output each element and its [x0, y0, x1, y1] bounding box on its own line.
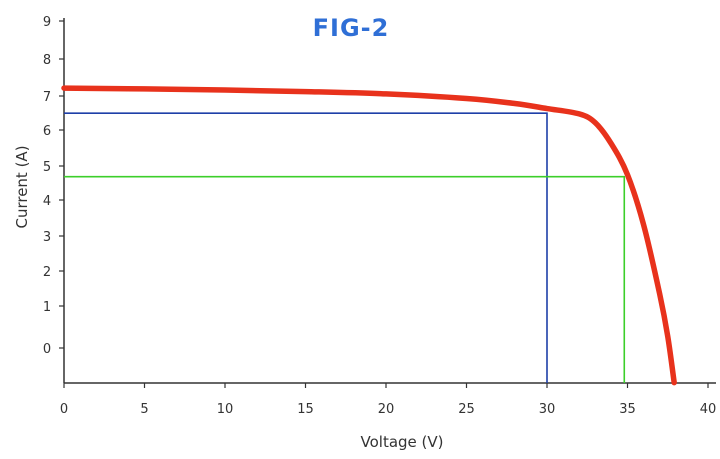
chart-title: FIG-2 — [313, 14, 390, 42]
y-tick-label: 8 — [43, 53, 51, 68]
x-axis-label: Voltage (V) — [361, 433, 444, 451]
y-tick-label: 4 — [43, 194, 51, 209]
y-tick-label: 7 — [43, 90, 51, 105]
x-tick-label: 20 — [378, 402, 395, 417]
x-tick-label: 15 — [297, 402, 314, 417]
iv-curve-line — [61, 85, 677, 386]
x-tick-label: 35 — [619, 402, 636, 417]
y-tick-label: 5 — [43, 160, 51, 175]
x-tick-label: 10 — [217, 402, 234, 417]
y-tick-label: 6 — [43, 124, 51, 139]
x-tick-label: 30 — [539, 402, 556, 417]
x-tick-label: 25 — [458, 402, 475, 417]
axes: 0 5 10 15 20 25 30 35 40 0 1 2 3 4 5 6 7 8 9 — [43, 15, 716, 417]
x-tick-label: 0 — [60, 402, 68, 417]
x-tick-label: 5 — [140, 402, 148, 417]
y-tick-label: 3 — [43, 230, 51, 245]
y-tick-label: 0 — [43, 342, 51, 357]
y-axis-label: Current (A) — [13, 145, 31, 228]
operating-point-guide — [64, 175, 626, 383]
y-tick-label: 2 — [43, 265, 51, 280]
operating-point-guide — [64, 112, 548, 383]
y-tick-label: 9 — [43, 15, 51, 30]
x-tick-label: 40 — [700, 402, 717, 417]
y-tick-label: 1 — [43, 300, 51, 315]
